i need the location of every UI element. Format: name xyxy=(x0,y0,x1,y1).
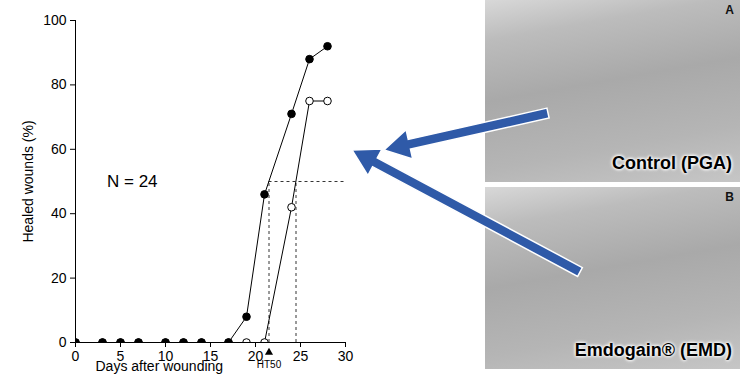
svg-text:Healed wounds (%): Healed wounds (%) xyxy=(20,120,36,242)
svg-text:80: 80 xyxy=(51,76,67,92)
svg-text:40: 40 xyxy=(51,205,67,221)
svg-text:N = 24: N = 24 xyxy=(107,172,158,191)
svg-text:10: 10 xyxy=(158,348,174,364)
svg-text:0: 0 xyxy=(72,348,80,364)
svg-text:100: 100 xyxy=(43,12,67,28)
svg-text:5: 5 xyxy=(117,348,125,364)
html-text:B: B xyxy=(725,190,734,204)
svg-text:60: 60 xyxy=(51,141,67,157)
svg-text:20: 20 xyxy=(51,270,67,286)
svg-text:HT50: HT50 xyxy=(256,358,282,370)
html-text:Control (PGA): Control (PGA) xyxy=(612,153,732,173)
svg-text:25: 25 xyxy=(293,348,309,364)
html-text:A: A xyxy=(725,3,734,17)
svg-text:30: 30 xyxy=(338,348,354,364)
html-text:Emdogain® (EMD): Emdogain® (EMD) xyxy=(574,340,732,360)
svg-text:Days after wounding: Days after wounding xyxy=(95,357,224,374)
svg-text:0: 0 xyxy=(59,334,67,350)
svg-text:20: 20 xyxy=(248,348,264,364)
svg-text:15: 15 xyxy=(203,348,219,364)
